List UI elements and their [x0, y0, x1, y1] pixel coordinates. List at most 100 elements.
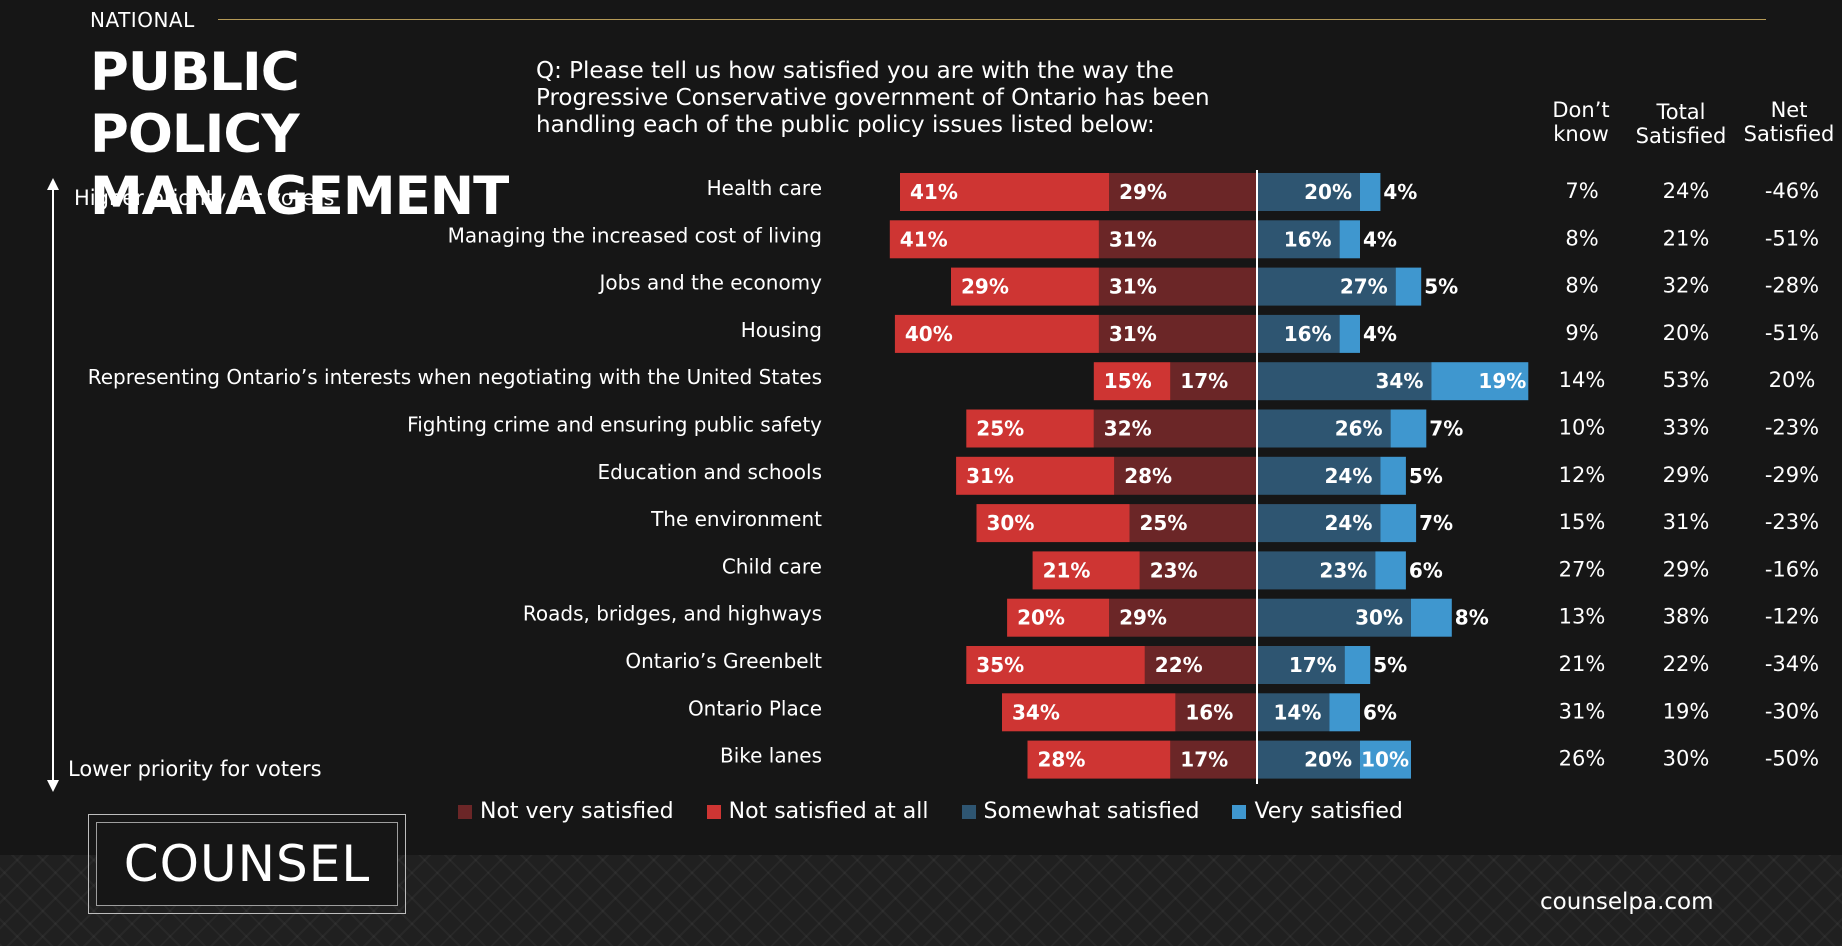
bar-somewhat-satisfied — [1258, 267, 1396, 306]
bar-not-very-satisfied — [1114, 456, 1257, 495]
bar-not-very-satisfied — [1129, 504, 1257, 543]
net-satisfied-value: -30% — [1765, 699, 1819, 723]
net-satisfied-value: -46% — [1765, 179, 1819, 203]
legend-label-somewhat-satisfied: Somewhat satisfied — [983, 799, 1200, 824]
bar-not-satisfied-at-all — [976, 504, 1130, 543]
legend-label-very-satisfied: Very satisfied — [1254, 799, 1403, 824]
bar-somewhat-satisfied — [1258, 693, 1330, 732]
bar-not-satisfied-at-all — [1093, 362, 1171, 401]
bar-very-satisfied — [1411, 598, 1452, 637]
legend-item-very-satisfied: Very satisfied — [1232, 799, 1403, 824]
category-label: Education and schools — [598, 460, 822, 484]
data-label-not-satisfied-at-all: 31% — [966, 464, 1014, 488]
dont-know-value: 27% — [1559, 557, 1606, 581]
data-label-not-very-satisfied: 31% — [1109, 275, 1157, 299]
dont-know-value: 8% — [1565, 274, 1598, 298]
bar-somewhat-satisfied — [1258, 173, 1360, 211]
bar-somewhat-satisfied — [1258, 740, 1360, 779]
category-label: Ontario’s Greenbelt — [625, 649, 822, 673]
net-satisfied-value: -29% — [1765, 463, 1819, 487]
bar-not-very-satisfied — [1093, 409, 1257, 448]
data-label-somewhat-satisfied: 16% — [1284, 227, 1332, 251]
data-label-not-very-satisfied: 23% — [1150, 558, 1198, 582]
bar-not-very-satisfied — [1098, 267, 1257, 306]
bar-not-satisfied-at-all — [1007, 598, 1110, 637]
data-label-somewhat-satisfied: 16% — [1284, 322, 1332, 346]
dont-know-value: 21% — [1559, 652, 1606, 676]
data-label-not-satisfied-at-all: 28% — [1038, 748, 1086, 772]
section-label: NATIONAL — [90, 8, 195, 32]
data-label-somewhat-satisfied: 23% — [1319, 558, 1367, 582]
logo-wordmark: COUNSEL — [96, 822, 398, 906]
data-label-not-satisfied-at-all: 21% — [1043, 558, 1091, 582]
bar-not-very-satisfied — [1144, 646, 1257, 684]
total-satisfied-value: 32% — [1663, 274, 1710, 298]
category-label: Ontario Place — [688, 696, 822, 720]
data-label-not-satisfied-at-all: 35% — [976, 653, 1024, 677]
bar-very-satisfied — [1395, 267, 1422, 306]
data-label-very-satisfied: 4% — [1363, 227, 1397, 251]
data-label-not-satisfied-at-all: 20% — [1017, 606, 1065, 630]
bar-not-satisfied-at-all — [951, 267, 1099, 306]
bar-somewhat-satisfied — [1258, 598, 1411, 637]
legend-item-somewhat-satisfied: Somewhat satisfied — [961, 799, 1200, 824]
bar-not-satisfied-at-all — [889, 220, 1099, 259]
category-label: Managing the increased cost of living — [448, 223, 822, 247]
data-label-somewhat-satisfied: 14% — [1274, 700, 1322, 724]
dont-know-value: 9% — [1565, 321, 1598, 345]
bar-not-very-satisfied — [1170, 362, 1257, 401]
bar-not-satisfied-at-all — [894, 314, 1099, 353]
bar-not-very-satisfied — [1139, 551, 1257, 590]
data-label-not-very-satisfied: 16% — [1185, 700, 1233, 724]
data-label-very-satisfied: 5% — [1409, 464, 1443, 488]
data-label-not-satisfied-at-all: 34% — [1012, 700, 1060, 724]
bar-very-satisfied — [1360, 173, 1381, 211]
bar-not-satisfied-at-all — [1032, 551, 1140, 590]
data-label-very-satisfied: 4% — [1363, 322, 1397, 346]
data-label-very-satisfied: 7% — [1429, 417, 1463, 441]
net-satisfied-value: -34% — [1765, 652, 1819, 676]
dont-know-value: 7% — [1565, 179, 1598, 203]
bar-not-satisfied-at-all — [900, 173, 1110, 211]
net-satisfied-value: 20% — [1769, 368, 1816, 392]
data-label-not-very-satisfied: 17% — [1180, 748, 1228, 772]
data-label-very-satisfied: 6% — [1363, 700, 1397, 724]
data-label-somewhat-satisfied: 20% — [1304, 180, 1352, 204]
category-label: Roads, bridges, and highways — [523, 602, 822, 626]
bar-not-satisfied-at-all — [956, 456, 1115, 495]
data-label-not-very-satisfied: 17% — [1180, 369, 1228, 393]
website-url: counselpa.com — [1540, 889, 1714, 915]
net-satisfied-value: -51% — [1765, 321, 1819, 345]
category-label: Representing Ontario’s interests when ne… — [88, 365, 822, 389]
bar-not-satisfied-at-all — [1027, 740, 1171, 779]
bar-not-satisfied-at-all — [1002, 693, 1176, 732]
survey-question: Q: Please tell us how satisfied you are … — [536, 58, 1210, 138]
column-header-dont-know: Don’t know — [1552, 98, 1610, 146]
priority-higher-label: Higher priority for voters — [74, 186, 335, 210]
dont-know-value: 15% — [1559, 510, 1606, 534]
bar-not-very-satisfied — [1109, 173, 1257, 211]
net-satisfied-value: -28% — [1765, 274, 1819, 298]
bar-somewhat-satisfied — [1258, 551, 1376, 590]
data-label-not-satisfied-at-all: 29% — [961, 275, 1009, 299]
total-satisfied-value: 38% — [1663, 605, 1710, 629]
bar-somewhat-satisfied — [1258, 362, 1432, 401]
net-satisfied-value: -23% — [1765, 416, 1819, 440]
dont-know-value: 14% — [1559, 368, 1606, 392]
category-label: The environment — [650, 507, 822, 531]
category-label: Jobs and the economy — [597, 271, 822, 295]
data-label-somewhat-satisfied: 27% — [1340, 275, 1388, 299]
total-satisfied-value: 33% — [1663, 416, 1710, 440]
legend-swatch-not-satisfied-at-all — [706, 804, 721, 819]
dont-know-value: 26% — [1559, 747, 1606, 771]
data-label-very-satisfied: 8% — [1455, 606, 1489, 630]
dont-know-value: 13% — [1559, 605, 1606, 629]
bar-somewhat-satisfied — [1258, 456, 1381, 495]
data-label-not-very-satisfied: 28% — [1124, 464, 1172, 488]
bar-not-very-satisfied — [1109, 598, 1257, 637]
data-label-very-satisfied: 6% — [1409, 558, 1443, 582]
category-label: Fighting crime and ensuring public safet… — [407, 413, 822, 437]
data-label-very-satisfied: 4% — [1383, 180, 1417, 204]
net-satisfied-value: -12% — [1765, 605, 1819, 629]
data-label-not-satisfied-at-all: 30% — [987, 511, 1035, 535]
